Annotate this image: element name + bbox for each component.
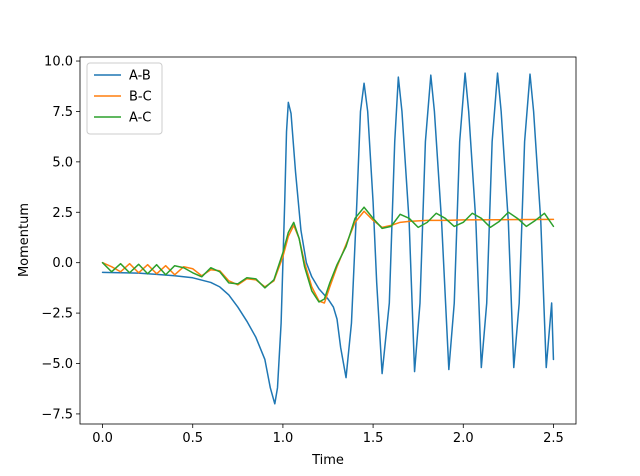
plot-frame (79, 56, 577, 425)
series-line-a-b (101, 72, 555, 405)
x-tick-label: 2.0 (453, 431, 474, 446)
y-tick-label: 0.0 (52, 256, 73, 271)
y-axis: −7.5 −5.0 −2.5 0.0 2.5 5.0 7.5 10.0 (41, 55, 80, 422)
x-tick-label: 0.5 (182, 431, 203, 446)
y-axis-label: Momentum (17, 203, 32, 277)
x-axis-label: Time (311, 453, 344, 468)
y-tick-label: 2.5 (52, 206, 73, 221)
x-tick-label: 1.0 (273, 431, 294, 446)
legend-label-a-c: A-C (129, 111, 151, 126)
x-axis: 0.0 0.5 1.0 1.5 2.0 2.5 (92, 424, 564, 446)
y-tick-label: 7.5 (52, 105, 73, 120)
x-tick-label: 2.5 (543, 431, 564, 446)
x-tick-label: 0.0 (92, 431, 113, 446)
series-line-a-c (101, 206, 555, 303)
x-tick-label: 1.5 (363, 431, 384, 446)
legend: A-B B-C A-C (86, 62, 163, 135)
series-line-b-c (101, 210, 555, 304)
y-tick-label: −2.5 (41, 307, 73, 322)
y-tick-label: 5.0 (52, 155, 73, 170)
plot-area (79, 56, 577, 425)
y-tick-label: 10.0 (44, 55, 73, 70)
legend-label-a-b: A-B (129, 69, 151, 84)
legend-label-b-c: B-C (129, 90, 152, 105)
y-tick-label: −5.0 (41, 357, 73, 372)
y-tick-label: −7.5 (41, 407, 73, 422)
